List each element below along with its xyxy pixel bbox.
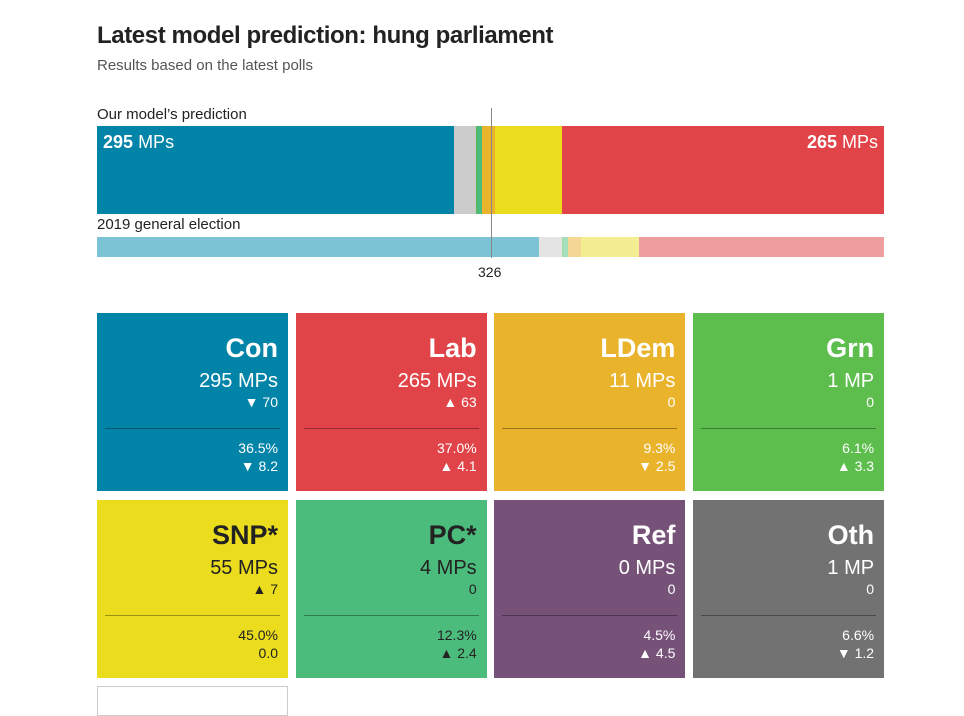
vote-share: 9.3% <box>643 440 676 456</box>
vote-share: 37.0% <box>436 440 477 456</box>
prediction-right-unit: MPs <box>842 132 878 152</box>
bar-segment-oth <box>538 237 563 257</box>
vote-change: ▲ 4.1 <box>439 458 477 474</box>
vote-change: 0.0 <box>258 645 278 661</box>
bar-segment-oth <box>454 126 477 214</box>
card-divider <box>502 428 678 429</box>
bar-segment-grn <box>561 237 564 257</box>
seat-count: 295 MPs <box>199 370 278 392</box>
vote-share: 36.5% <box>238 440 278 456</box>
party-card-lab: Lab 265 MPs ▲ 63 37.0% ▲ 4.1 <box>295 313 487 491</box>
prediction-row-label: Our model’s prediction <box>97 106 247 123</box>
seat-count: 1 MP <box>827 370 875 392</box>
card-divider <box>701 428 877 429</box>
election-2019-bar <box>97 237 884 257</box>
card-divider <box>502 615 678 616</box>
card-divider <box>105 615 280 616</box>
seat-count: 265 MPs <box>397 370 477 392</box>
election-2019-row-label: 2019 general election <box>97 216 241 233</box>
seat-change: 0 <box>866 394 875 410</box>
bar-segment-con <box>97 126 455 214</box>
bar-segment-pc <box>563 237 569 257</box>
seat-count: 55 MPs <box>210 557 278 579</box>
vote-change: ▲ 4.5 <box>638 645 676 661</box>
prediction-right-label: 265 MPs <box>807 132 878 153</box>
vote-change: ▼ 1.2 <box>836 645 875 661</box>
bar-segment-snp <box>581 237 640 257</box>
seat-change: ▲ 63 <box>443 394 477 410</box>
seat-count: 0 MPs <box>618 557 676 579</box>
seat-count: 1 MP <box>827 557 875 579</box>
vote-share: 45.0% <box>238 627 278 643</box>
vote-change: ▼ 2.5 <box>638 458 676 474</box>
seat-count: 4 MPs <box>420 557 477 579</box>
prediction-left-unit: MPs <box>138 132 175 152</box>
bar-segment-lab <box>639 237 884 257</box>
party-card-pc: PC* 4 MPs 0 12.3% ▲ 2.4 <box>295 500 487 678</box>
prediction-left-value: 295 <box>103 132 134 152</box>
vote-change: ▲ 3.3 <box>836 458 875 474</box>
majority-label: 326 <box>478 264 502 280</box>
seat-change: 0 <box>667 394 676 410</box>
party-name: Grn <box>826 333 875 363</box>
vote-share: 6.6% <box>842 627 875 643</box>
prediction-right-value: 265 <box>806 132 837 152</box>
prediction-left-label: 295 MPs <box>103 132 174 153</box>
party-name: LDem <box>600 333 676 363</box>
party-name: SNP* <box>211 520 278 550</box>
seat-change: ▼ 70 <box>244 394 278 410</box>
party-name: Ref <box>631 520 676 550</box>
party-card-con: Con 295 MPs ▼ 70 36.5% ▼ 8.2 <box>97 313 288 491</box>
party-card-ldem: LDem 11 MPs 0 9.3% ▼ 2.5 <box>494 313 686 491</box>
card-divider <box>701 615 877 616</box>
vote-change: ▼ 8.2 <box>240 458 278 474</box>
seat-count: 11 MPs <box>609 370 676 392</box>
prediction-bar <box>97 126 884 214</box>
vote-share: 12.3% <box>436 627 477 643</box>
bar-segment-grn <box>475 126 478 214</box>
party-name: PC* <box>428 520 477 550</box>
vote-change: ▲ 2.4 <box>439 645 477 661</box>
party-name: Con <box>225 333 278 363</box>
bar-segment-con <box>97 237 540 257</box>
bar-segment-ldem <box>567 237 582 257</box>
vote-share: 4.5% <box>643 627 676 643</box>
party-name: Oth <box>827 520 875 550</box>
card-divider <box>105 428 280 429</box>
party-card-ref: Ref 0 MPs 0 4.5% ▲ 4.5 <box>494 500 686 678</box>
bar-segment-lab <box>561 126 884 214</box>
party-name: Lab <box>428 333 477 363</box>
bar-segment-ldem <box>482 126 496 214</box>
seat-change: 0 <box>667 581 676 597</box>
seat-change: ▲ 7 <box>252 581 278 597</box>
bar-segment-snp <box>495 126 563 214</box>
chart-subtitle: Results based on the latest polls <box>97 57 313 74</box>
vote-share: 6.1% <box>842 440 875 456</box>
seat-change: 0 <box>468 581 477 597</box>
party-card-grn: Grn 1 MP 0 6.1% ▲ 3.3 <box>693 313 885 491</box>
seat-change: 0 <box>866 581 875 597</box>
majority-line <box>491 108 492 258</box>
bar-segment-pc <box>477 126 483 214</box>
card-divider <box>303 615 479 616</box>
more-box <box>97 686 288 716</box>
chart-title: Latest model prediction: hung parliament <box>97 22 554 49</box>
party-card-snp: SNP* 55 MPs ▲ 7 45.0% 0.0 <box>97 500 288 678</box>
card-divider <box>303 428 479 429</box>
party-card-oth: Oth 1 MP 0 6.6% ▼ 1.2 <box>693 500 885 678</box>
